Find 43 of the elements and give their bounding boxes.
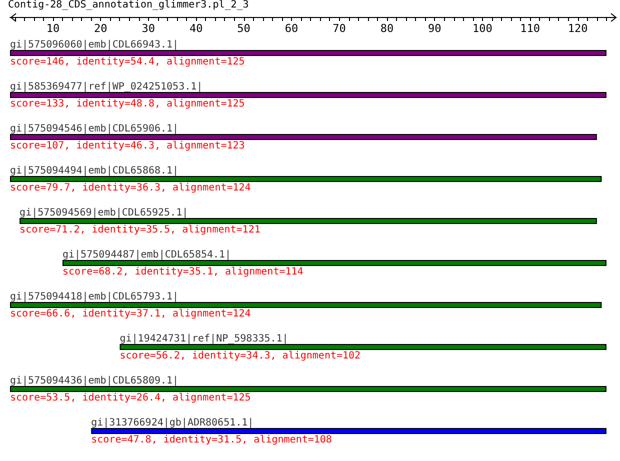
bar bbox=[20, 218, 597, 224]
y-tick-label: gi|575094418|emb|CDL65793.1| bbox=[10, 292, 179, 302]
data-label: score=53.5, identity=26.4, alignment=125 bbox=[10, 392, 251, 404]
x-tick-label: 10 bbox=[46, 22, 60, 35]
y-tick-label: gi|313766924|gb|ADR80651.1| bbox=[91, 418, 254, 428]
x-tick-label: 60 bbox=[284, 22, 298, 35]
bar bbox=[120, 344, 606, 350]
y-tick-label: gi|585369477|ref|WP_024251053.1| bbox=[10, 82, 203, 92]
data-label: score=47.8, identity=31.5, alignment=108 bbox=[91, 434, 332, 446]
x-tick-label: 90 bbox=[428, 22, 442, 35]
x-tick-label: 80 bbox=[380, 22, 394, 35]
y-tick-label: gi|19424731|ref|NP_598335.1| bbox=[120, 334, 288, 344]
data-label: score=133, identity=48.8, alignment=125 bbox=[10, 98, 245, 110]
bar bbox=[91, 428, 606, 434]
data-label: score=68.2, identity=35.1, alignment=114 bbox=[62, 266, 304, 278]
chart-title: Contig-28_CDS_annotation_glimmer3.pl_2_3 bbox=[8, 0, 249, 10]
data-label: score=79.7, identity=36.3, alignment=124 bbox=[10, 182, 251, 194]
y-tick-label: gi|575094487|emb|CDL65854.1| bbox=[62, 250, 232, 260]
bar bbox=[10, 176, 602, 182]
data-label: score=66.6, identity=37.1, alignment=124 bbox=[10, 308, 251, 320]
bar bbox=[10, 386, 606, 392]
x-tick-label: 100 bbox=[472, 22, 492, 35]
x-tick-label: 120 bbox=[568, 22, 588, 35]
x-tick-label: 40 bbox=[189, 22, 203, 35]
x-tick-label: 50 bbox=[237, 22, 250, 35]
y-tick-label: gi|575096060|emb|CDL66943.1| bbox=[10, 40, 179, 50]
y-tick-label: gi|575094546|emb|CDL65906.1| bbox=[10, 124, 179, 134]
bar bbox=[10, 134, 597, 140]
x-tick-label: 30 bbox=[142, 22, 156, 35]
bar bbox=[10, 92, 606, 98]
bar bbox=[10, 50, 606, 56]
bar bbox=[62, 260, 606, 266]
bar bbox=[10, 302, 602, 308]
y-tick-label: gi|575094436|emb|CDL65809.1| bbox=[10, 376, 179, 386]
data-label: score=56.2, identity=34.3, alignment=102 bbox=[120, 350, 361, 362]
x-tick-label: 70 bbox=[332, 22, 346, 35]
x-tick-label: 20 bbox=[94, 22, 108, 35]
y-tick-label: gi|575094569|emb|CDL65925.1| bbox=[20, 208, 188, 218]
y-tick-label: gi|575094494|emb|CDL65868.1| bbox=[10, 166, 179, 176]
data-label: score=107, identity=46.3, alignment=123 bbox=[10, 140, 245, 152]
x-tick-label: 110 bbox=[520, 22, 540, 35]
data-label: score=71.2, identity=35.5, alignment=121 bbox=[20, 224, 260, 236]
data-label: score=146, identity=54.4, alignment=125 bbox=[10, 56, 245, 68]
